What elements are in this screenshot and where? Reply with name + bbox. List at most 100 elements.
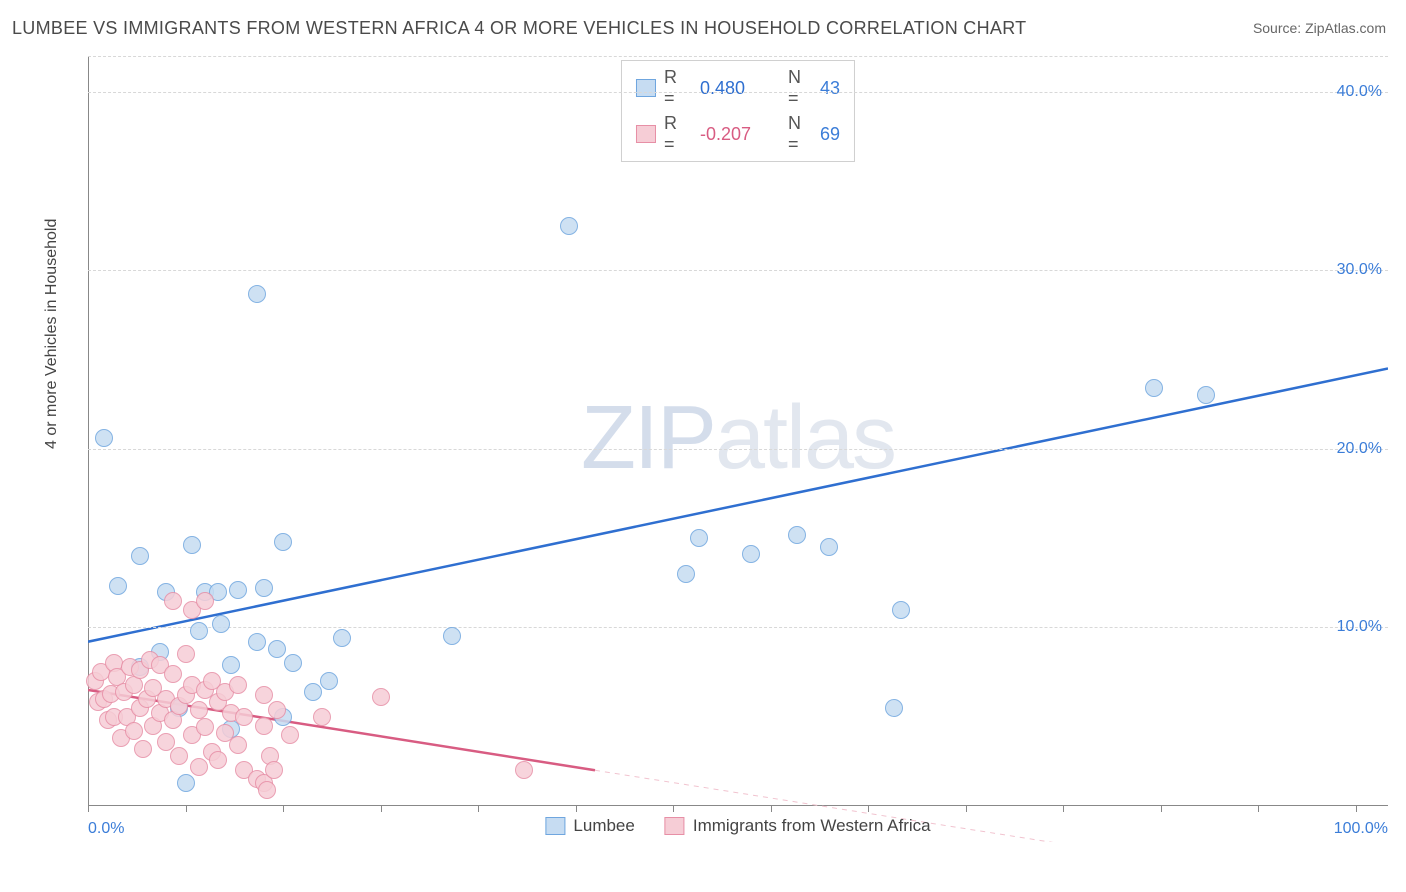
xtick — [673, 806, 674, 812]
scatter-point — [196, 718, 214, 736]
gridline — [88, 270, 1388, 271]
xtick — [478, 806, 479, 812]
scatter-point — [248, 633, 266, 651]
scatter-point — [177, 645, 195, 663]
gridline — [88, 627, 1388, 628]
scatter-point — [820, 538, 838, 556]
scatter-point — [255, 717, 273, 735]
scatter-point — [788, 526, 806, 544]
plot-region: ZIPatlas R = 0.480 N = 43 R = -0.207 N = 69 Lum… — [88, 56, 1388, 842]
xtick — [381, 806, 382, 812]
xtick — [576, 806, 577, 812]
y-axis-line — [88, 56, 89, 806]
xtick-label: 100.0% — [1334, 820, 1388, 838]
legend-swatch — [665, 817, 685, 835]
chart-title: LUMBEE VS IMMIGRANTS FROM WESTERN AFRICA… — [12, 18, 1026, 39]
xtick — [966, 806, 967, 812]
scatter-point — [190, 701, 208, 719]
ytick-label: 40.0% — [1337, 83, 1382, 101]
scatter-point — [265, 761, 283, 779]
scatter-point — [196, 592, 214, 610]
legend-series-item: Lumbee — [545, 816, 634, 836]
scatter-point — [248, 285, 266, 303]
scatter-point — [304, 683, 322, 701]
xtick — [1258, 806, 1259, 812]
r-label: R = — [664, 113, 692, 155]
n-value: 43 — [820, 78, 840, 99]
scatter-point — [177, 774, 195, 792]
xtick — [88, 806, 89, 812]
legend-series: Lumbee Immigrants from Western Africa — [545, 816, 930, 836]
scatter-point — [209, 751, 227, 769]
ytick-label: 10.0% — [1337, 618, 1382, 636]
legend-swatch — [636, 79, 656, 97]
gridline — [88, 449, 1388, 450]
ytick-label: 20.0% — [1337, 440, 1382, 458]
scatter-point — [284, 654, 302, 672]
scatter-point — [235, 708, 253, 726]
scatter-point — [892, 601, 910, 619]
xtick — [771, 806, 772, 812]
scatter-point — [255, 579, 273, 597]
legend-series-label: Immigrants from Western Africa — [693, 816, 931, 836]
legend-correlation-row: R = 0.480 N = 43 — [636, 67, 840, 109]
scatter-point — [320, 672, 338, 690]
scatter-point — [255, 686, 273, 704]
scatter-point — [443, 627, 461, 645]
scatter-point — [560, 217, 578, 235]
scatter-point — [229, 676, 247, 694]
xtick — [1063, 806, 1064, 812]
ytick-label: 30.0% — [1337, 261, 1382, 279]
n-label: N = — [788, 67, 812, 109]
scatter-point — [95, 429, 113, 447]
gridline — [88, 56, 1388, 57]
r-value: 0.480 — [700, 78, 780, 99]
scatter-point — [268, 640, 286, 658]
scatter-point — [222, 656, 240, 674]
scatter-point — [690, 529, 708, 547]
xtick — [283, 806, 284, 812]
scatter-point — [131, 547, 149, 565]
legend-swatch — [545, 817, 565, 835]
scatter-point — [372, 688, 390, 706]
xtick — [868, 806, 869, 812]
scatter-point — [134, 740, 152, 758]
scatter-point — [212, 615, 230, 633]
scatter-point — [164, 665, 182, 683]
legend-series-label: Lumbee — [573, 816, 634, 836]
xtick — [1161, 806, 1162, 812]
source-label: Source: ZipAtlas.com — [1253, 20, 1386, 36]
y-axis-label: 4 or more Vehicles in Household — [43, 219, 61, 449]
xtick — [1356, 806, 1357, 812]
scatter-point — [515, 761, 533, 779]
scatter-point — [274, 533, 292, 551]
n-value: 69 — [820, 124, 840, 145]
watermark: ZIPatlas — [581, 387, 895, 490]
legend-series-item: Immigrants from Western Africa — [665, 816, 931, 836]
legend-swatch — [636, 125, 656, 143]
r-value: -0.207 — [700, 124, 780, 145]
scatter-point — [229, 736, 247, 754]
legend-correlation-row: R = -0.207 N = 69 — [636, 113, 840, 155]
scatter-point — [229, 581, 247, 599]
scatter-point — [109, 577, 127, 595]
xtick — [186, 806, 187, 812]
scatter-point — [742, 545, 760, 563]
scatter-point — [190, 622, 208, 640]
scatter-point — [333, 629, 351, 647]
scatter-point — [677, 565, 695, 583]
r-label: R = — [664, 67, 692, 109]
scatter-point — [1145, 379, 1163, 397]
chart-area: 4 or more Vehicles in Household ZIPatlas… — [48, 56, 1388, 842]
xtick-label: 0.0% — [88, 820, 124, 838]
scatter-point — [125, 722, 143, 740]
n-label: N = — [788, 113, 812, 155]
scatter-point — [268, 701, 286, 719]
scatter-point — [170, 747, 188, 765]
scatter-point — [258, 781, 276, 799]
legend-correlation: R = 0.480 N = 43 R = -0.207 N = 69 — [621, 60, 855, 162]
scatter-point — [190, 758, 208, 776]
scatter-point — [885, 699, 903, 717]
scatter-point — [313, 708, 331, 726]
scatter-point — [164, 592, 182, 610]
